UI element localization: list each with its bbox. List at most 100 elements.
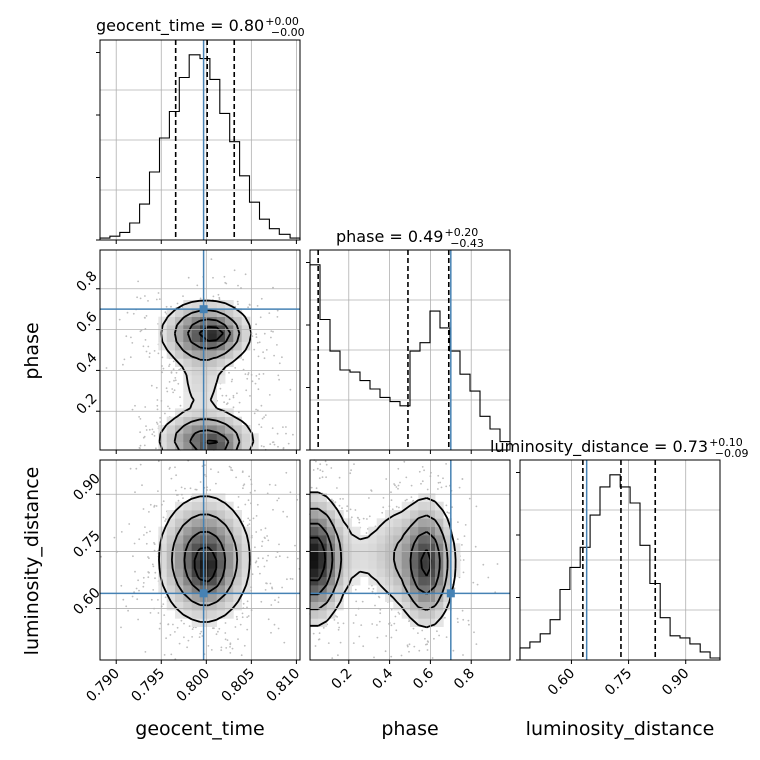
scatter-point	[224, 622, 227, 624]
scatter-point	[174, 631, 176, 633]
density-cell	[216, 300, 226, 309]
scatter-point	[156, 423, 159, 425]
density-cell	[343, 560, 352, 569]
density-cell	[343, 568, 352, 577]
scatter-point	[353, 463, 355, 465]
density-cell	[191, 576, 201, 586]
density-cell	[426, 551, 436, 561]
density-cell	[418, 510, 427, 519]
scatter-point	[251, 335, 254, 337]
scatter-point	[448, 512, 450, 514]
density-cell	[233, 601, 242, 611]
scatter-point	[272, 286, 274, 289]
scatter-point	[277, 445, 279, 448]
density-cell	[225, 551, 234, 561]
density-cell	[166, 526, 176, 536]
density-cell	[233, 308, 242, 317]
scatter-point	[462, 654, 464, 656]
density-cell	[175, 601, 184, 611]
scatter-point	[264, 589, 267, 591]
scatter-point	[337, 628, 340, 631]
xtick-label-geocent-time: 0.805	[219, 666, 259, 706]
scatter-point	[165, 637, 168, 640]
density-cell	[233, 425, 242, 434]
scatter-point	[277, 627, 280, 630]
density-cell	[208, 416, 217, 426]
scatter-point	[137, 280, 140, 283]
density-cell	[326, 510, 336, 519]
scatter-point	[258, 378, 260, 380]
density-cell	[225, 610, 234, 619]
density-cell	[233, 416, 242, 426]
density-cell	[318, 526, 327, 536]
scatter-point	[473, 631, 475, 634]
scatter-point	[217, 471, 220, 473]
density-cell	[435, 535, 444, 544]
density-cell	[216, 526, 226, 536]
scatter-point	[182, 497, 184, 499]
scatter-point	[215, 633, 218, 636]
density-cell	[233, 526, 242, 536]
density-cell	[318, 551, 327, 561]
density-cell	[426, 576, 436, 586]
density-cell	[426, 493, 436, 502]
scatter-point	[191, 636, 194, 638]
density-cell	[183, 441, 192, 451]
scatter-point	[153, 542, 155, 544]
density-cell	[191, 601, 201, 611]
scatter-point	[257, 355, 260, 358]
density-cell	[233, 341, 242, 351]
density-cell	[216, 350, 226, 359]
density-cell	[166, 601, 176, 611]
scatter-point	[159, 421, 162, 423]
scatter-point	[475, 505, 478, 508]
scatter-point	[487, 576, 490, 579]
histogram-geocent-time	[99, 54, 301, 240]
density-cell	[191, 585, 201, 594]
scatter-point	[157, 599, 159, 601]
scatter-point	[433, 637, 435, 640]
density-cell	[191, 408, 201, 417]
density-cell	[191, 501, 201, 511]
scatter-point	[157, 612, 160, 614]
scatter-point	[412, 627, 415, 630]
scatter-point	[243, 483, 246, 486]
density-cell	[393, 593, 402, 602]
scatter-point	[362, 645, 365, 648]
title-phase: phase = 0.49+0.20 −0.43	[336, 226, 484, 250]
scatter-point	[427, 641, 430, 643]
density-cell	[426, 601, 436, 611]
scatter-point	[220, 646, 223, 649]
scatter-point	[145, 531, 148, 534]
scatter-point	[204, 464, 206, 466]
scatter-point	[408, 650, 410, 653]
density-cell	[335, 543, 344, 552]
scatter-point	[297, 557, 299, 560]
scatter-point	[253, 412, 256, 415]
scatter-point	[237, 496, 240, 498]
contour-phase-vs-luminosity-distance	[309, 536, 432, 582]
density-cell	[233, 518, 242, 527]
scatter-point	[169, 466, 171, 469]
density-cell	[191, 518, 201, 527]
scatter-point	[153, 350, 156, 352]
scatter-point	[452, 649, 455, 652]
scatter-point	[426, 643, 428, 646]
scatter-point	[139, 297, 142, 300]
density-cell	[208, 601, 217, 611]
scatter-point	[339, 641, 342, 644]
density-cell	[443, 526, 452, 536]
scatter-point	[228, 371, 230, 374]
density-cell	[351, 560, 361, 569]
density-cell	[191, 510, 201, 519]
scatter-point	[368, 497, 370, 499]
scatter-point	[200, 630, 203, 633]
scatter-point	[151, 563, 154, 566]
scatter-point	[271, 441, 274, 444]
density-cell	[376, 585, 386, 594]
scatter-point	[246, 524, 249, 527]
density-cell	[393, 601, 402, 611]
scatter-point	[113, 536, 116, 539]
density-cell	[233, 568, 242, 577]
density-cell	[208, 568, 217, 577]
